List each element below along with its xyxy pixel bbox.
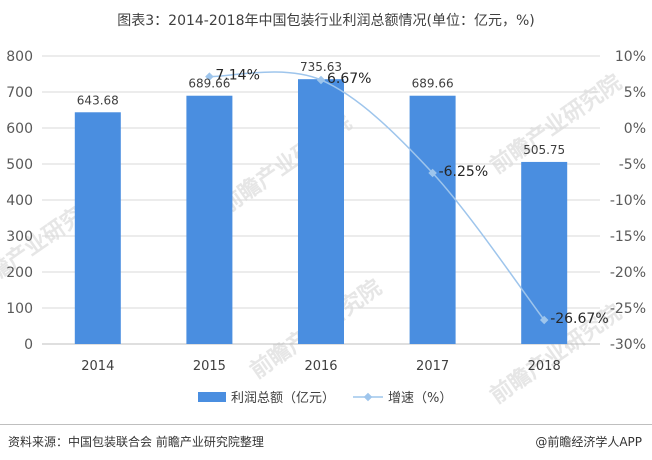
bar [186,95,233,344]
y-left-tick-label: 600 [6,121,33,137]
bar-value-label: 735.63 [300,60,342,74]
growth-line [209,71,545,321]
growth-value-label: -6.25% [439,164,489,180]
data-labels: 643.68 689.66 735.63 689.66 505.75 7.14% 6.67%… [77,60,609,327]
y-left-tick-label: 200 [6,265,33,281]
y-left-tick-label: 100 [6,301,33,317]
bar-value-label: 505.75 [523,143,565,157]
line-series [205,71,549,325]
y-right-tick-label: 5% [624,85,646,101]
bar-value-label: 689.66 [188,77,230,91]
y-left-tick-label: 400 [6,193,33,209]
x-tick-label: 2017 [416,359,449,374]
bar-series [74,79,568,344]
y-left-tick-label: 700 [6,85,33,101]
y-right-tick-label: 0% [624,121,646,137]
bar [298,79,344,344]
left-axis: 0 100 200 300 400 500 600 700 800 [6,49,33,353]
right-axis: -30% -25% -20% -15% -10% -5% 0% 5% 10% [610,49,646,353]
bar-value-label: 643.68 [77,93,119,107]
y-right-tick-label: -30% [610,337,646,353]
legend-line-marker [363,392,373,402]
brand-credit: @前瞻经济学人APP [535,435,642,449]
y-right-tick-label: -5% [619,157,646,173]
x-tick-label: 2018 [528,359,561,374]
y-right-tick-label: -15% [610,229,646,245]
y-left-tick-label: 800 [6,49,33,65]
x-tick-label: 2015 [193,359,226,374]
legend-bar-swatch [198,392,226,402]
y-right-tick-label: -25% [610,301,646,317]
growth-marker [316,75,326,85]
bar [521,161,568,344]
bar [409,95,456,344]
y-right-tick-label: -20% [610,265,646,281]
legend-bar-label: 利润总额（亿元） [231,391,335,406]
growth-value-label: 7.14% [215,68,259,84]
y-left-tick-label: 0 [24,337,33,353]
chart-title: 图表3：2014-2018年中国包装行业利润总额情况(单位：亿元，%) [117,13,535,29]
legend-line-label: 增速（%） [388,391,452,406]
x-tick-label: 2014 [81,359,114,374]
bar [74,112,121,344]
source-note: 资料来源：中国包装联合会 前瞻产业研究院整理 [8,435,264,449]
growth-marker [428,168,437,178]
y-right-tick-label: 10% [615,49,646,65]
chart-canvas: 前瞻产业研究院前瞻产业研究院前瞻产业研究院前瞻产业研究院前瞻产业研究院 643.… [0,49,646,409]
footer-divider [0,424,652,425]
growth-marker [539,315,549,325]
growth-value-label: 6.67% [327,71,371,87]
x-axis: 2014 2015 2016 2017 2018 [81,359,560,374]
legend: 利润总额（亿元） 增速（%） [198,391,452,406]
y-left-tick-label: 300 [6,229,33,245]
bar-value-label: 689.66 [412,77,454,91]
y-right-tick-label: -10% [610,193,646,209]
y-left-tick-label: 500 [6,157,33,173]
x-tick-label: 2016 [304,359,337,374]
growth-marker [205,72,214,81]
growth-value-label: -26.67% [550,311,608,327]
